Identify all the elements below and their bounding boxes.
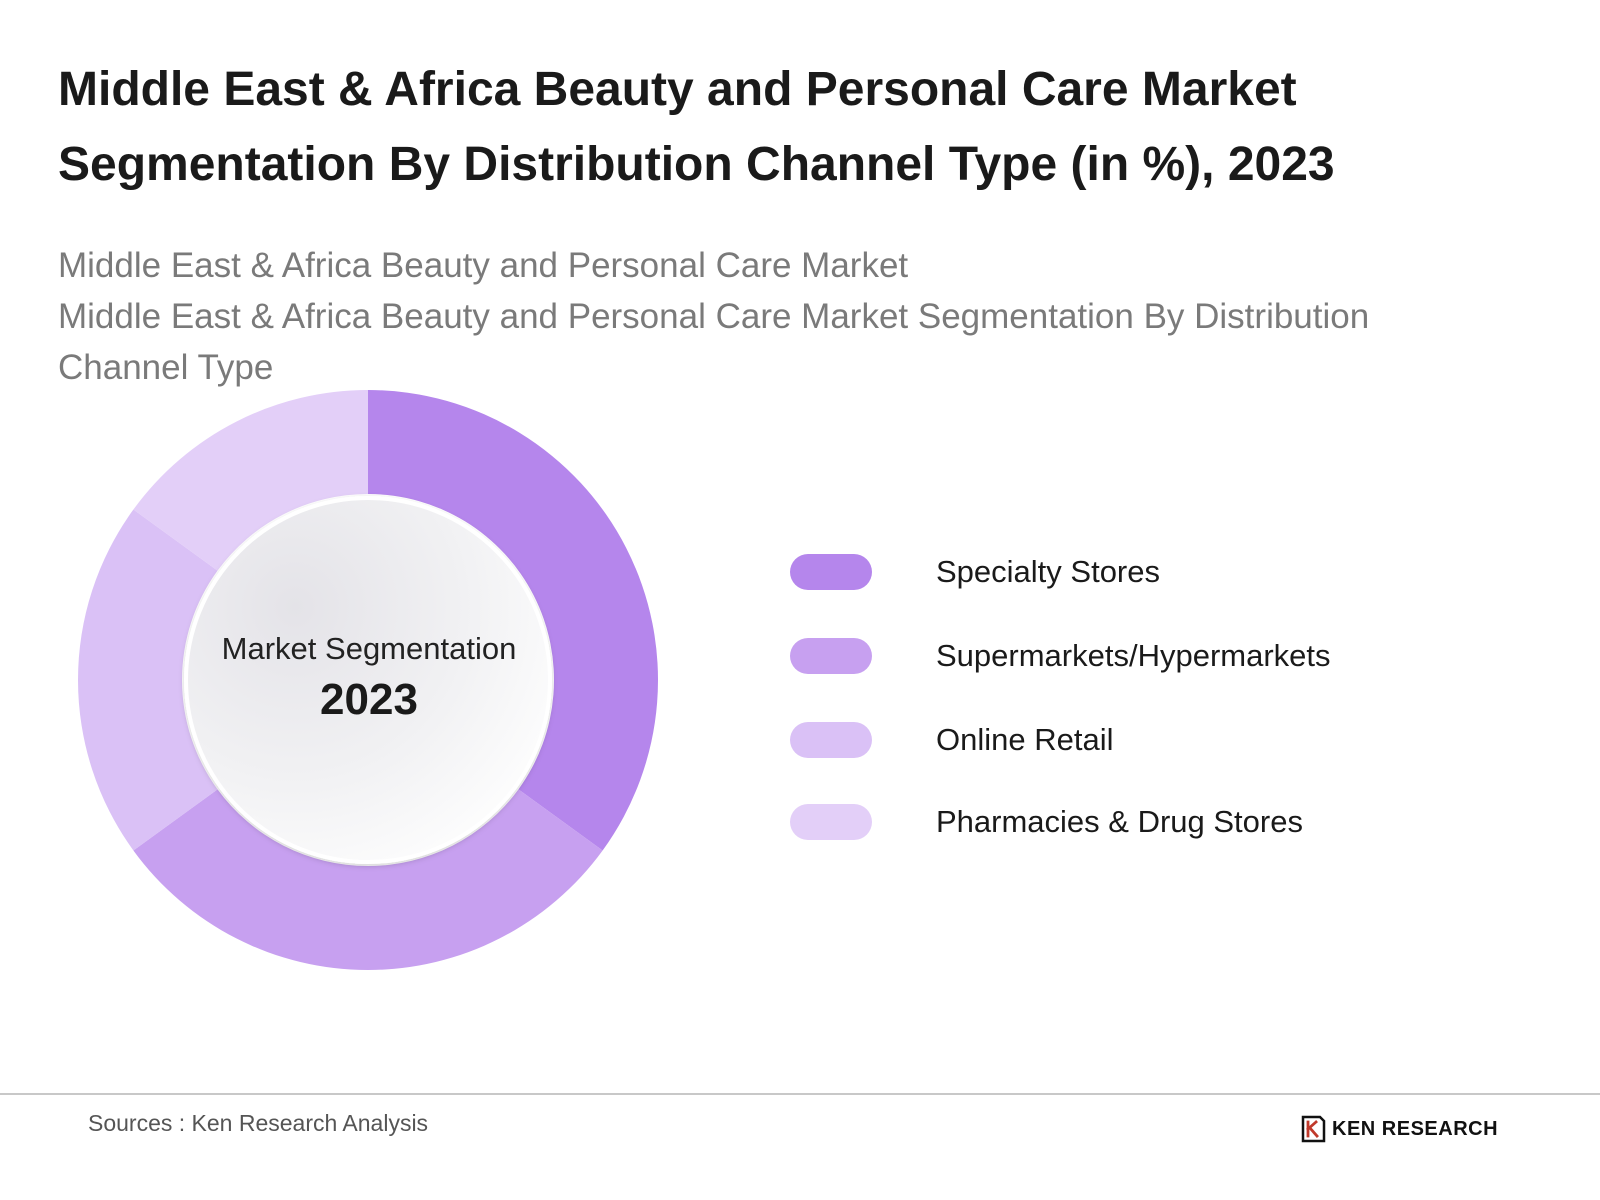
- legend-swatch: [790, 722, 872, 758]
- donut-slice-pharmacies-drug-stores: [133, 390, 368, 571]
- legend-label: Supermarkets/Hypermarkets: [936, 638, 1331, 673]
- ken-research-logo-icon: [1301, 1115, 1326, 1143]
- donut-slices: [78, 390, 658, 970]
- chart-title-line-1: Middle East & Africa Beauty and Personal…: [58, 63, 1297, 116]
- donut-center-disc: [184, 496, 552, 864]
- legend-swatch: [790, 554, 872, 590]
- chart-subtitle-line-1: Middle East & Africa Beauty and Personal…: [58, 246, 909, 285]
- center-label-year: 2023: [320, 675, 418, 724]
- source-note: Sources : Ken Research Analysis: [88, 1110, 429, 1136]
- legend-item-pharmacies-drug-stores: Pharmacies & Drug Stores: [790, 802, 1490, 842]
- footer-divider: [0, 1093, 1600, 1095]
- chart-title-line-2: Segmentation By Distribution Channel Typ…: [58, 138, 1335, 191]
- ken-research-logo-text: KEN RESEARCH: [1332, 1117, 1499, 1140]
- legend-label: Pharmacies & Drug Stores: [936, 804, 1303, 839]
- donut-slice-specialty-stores: [368, 390, 658, 851]
- chart-title: Middle East & Africa Beauty and Personal…: [58, 52, 1538, 202]
- center-label-text: Market Segmentation: [221, 631, 517, 666]
- legend-item-specialty-stores: Specialty Stores: [790, 552, 1490, 592]
- donut-center-label: Market Segmentation 2023: [184, 500, 554, 870]
- ken-research-logo: KEN RESEARCH: [1300, 1113, 1498, 1145]
- legend-swatch: [790, 804, 872, 840]
- chart-subtitle: Middle East & Africa Beauty and Personal…: [58, 240, 1538, 393]
- chart-subtitle-line-2: Middle East & Africa Beauty and Personal…: [58, 297, 1370, 336]
- legend-label: Specialty Stores: [936, 554, 1160, 589]
- legend-swatch: [790, 638, 872, 674]
- legend-item-online-retail: Online Retail: [790, 720, 1490, 760]
- chart-subtitle-line-3: Channel Type: [58, 348, 274, 387]
- legend-item-supermarkets-hypermarkets: Supermarkets/Hypermarkets: [790, 636, 1490, 676]
- donut-slice-supermarkets-hypermarkets: [133, 789, 603, 970]
- donut-slice-online-retail: [78, 509, 218, 851]
- legend-label: Online Retail: [936, 722, 1114, 757]
- donut-chart: [78, 390, 658, 970]
